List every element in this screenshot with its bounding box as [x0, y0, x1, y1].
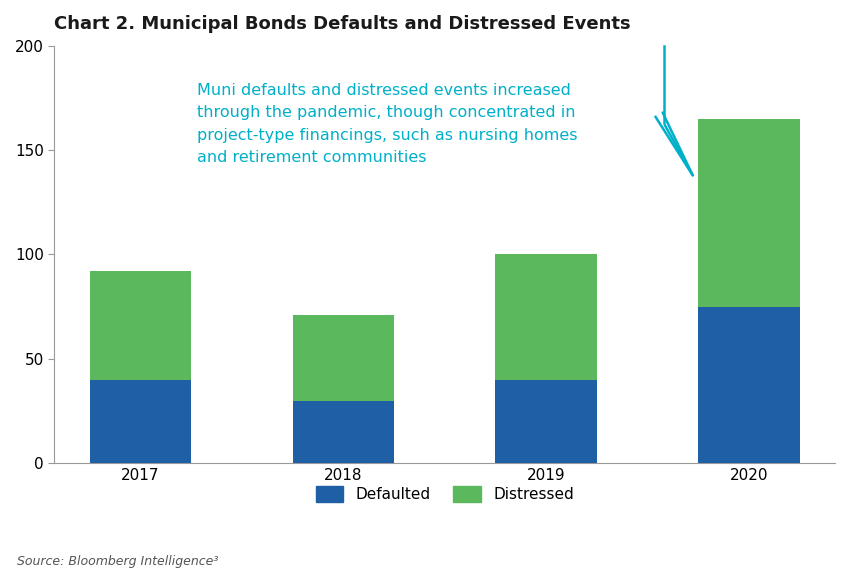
- Text: Source: Bloomberg Intelligence³: Source: Bloomberg Intelligence³: [17, 555, 218, 568]
- Legend: Defaulted, Distressed: Defaulted, Distressed: [308, 479, 581, 510]
- Bar: [90, 380, 191, 463]
- Bar: [90, 271, 191, 380]
- Text: Muni defaults and distressed events increased
through the pandemic, though conce: Muni defaults and distressed events incr…: [197, 83, 578, 165]
- Bar: [292, 401, 394, 463]
- Bar: [698, 119, 800, 307]
- Text: Chart 2. Municipal Bonds Defaults and Distressed Events: Chart 2. Municipal Bonds Defaults and Di…: [54, 15, 631, 33]
- Bar: [292, 315, 394, 401]
- Bar: [496, 380, 597, 463]
- Bar: [496, 254, 597, 380]
- Bar: [698, 307, 800, 463]
